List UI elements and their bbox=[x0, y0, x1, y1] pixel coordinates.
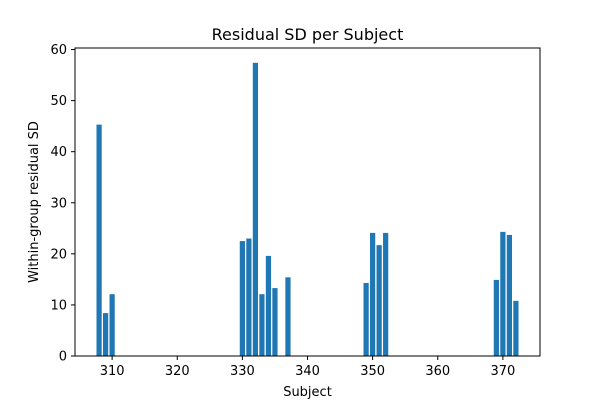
bar-subject-349 bbox=[363, 282, 369, 356]
bar-subject-331 bbox=[246, 238, 252, 356]
bar-subject-333 bbox=[259, 294, 265, 356]
x-tick-label: 340 bbox=[295, 364, 320, 379]
x-tick-label: 320 bbox=[165, 364, 190, 379]
y-tick-label: 40 bbox=[50, 145, 67, 160]
x-axis-label: Subject bbox=[283, 385, 332, 400]
bar-subject-370 bbox=[500, 231, 506, 356]
y-tick-label: 60 bbox=[50, 43, 67, 58]
plot-frame bbox=[74, 47, 541, 357]
bar-subject-308 bbox=[96, 124, 102, 356]
bar-subject-351 bbox=[376, 245, 382, 356]
bars-group bbox=[96, 62, 519, 357]
x-tick-label: 370 bbox=[490, 364, 515, 379]
y-tick-label: 0 bbox=[59, 350, 67, 365]
y-tick-label: 50 bbox=[50, 94, 67, 109]
bar-subject-371 bbox=[506, 234, 512, 356]
y-axis-label: Within-group residual SD bbox=[27, 121, 42, 283]
y-tick-label: 10 bbox=[50, 298, 67, 313]
bar-subject-369 bbox=[493, 279, 499, 356]
x-tick-label: 350 bbox=[360, 364, 385, 379]
bar-subject-309 bbox=[103, 313, 109, 356]
bar-subject-337 bbox=[285, 277, 291, 356]
y-axis-ticks: 0 10 20 30 40 50 60 bbox=[50, 43, 75, 365]
bar-subject-330 bbox=[239, 241, 245, 356]
y-tick-label: 30 bbox=[50, 196, 67, 211]
x-tick-label: 330 bbox=[230, 364, 255, 379]
x-tick-label: 310 bbox=[100, 364, 125, 379]
bar-subject-334 bbox=[265, 255, 272, 356]
bar-subject-352 bbox=[383, 232, 389, 356]
bar-subject-310 bbox=[109, 294, 115, 356]
y-tick-label: 20 bbox=[50, 247, 67, 262]
chart-title: Residual SD per Subject bbox=[212, 25, 404, 44]
x-tick-label: 360 bbox=[425, 364, 450, 379]
bar-subject-350 bbox=[370, 232, 376, 356]
bar-subject-372 bbox=[513, 300, 519, 356]
bar-subject-335 bbox=[272, 288, 278, 356]
x-axis-ticks: 310 320 330 340 350 360 370 bbox=[100, 356, 515, 379]
bar-subject-332 bbox=[252, 62, 259, 357]
